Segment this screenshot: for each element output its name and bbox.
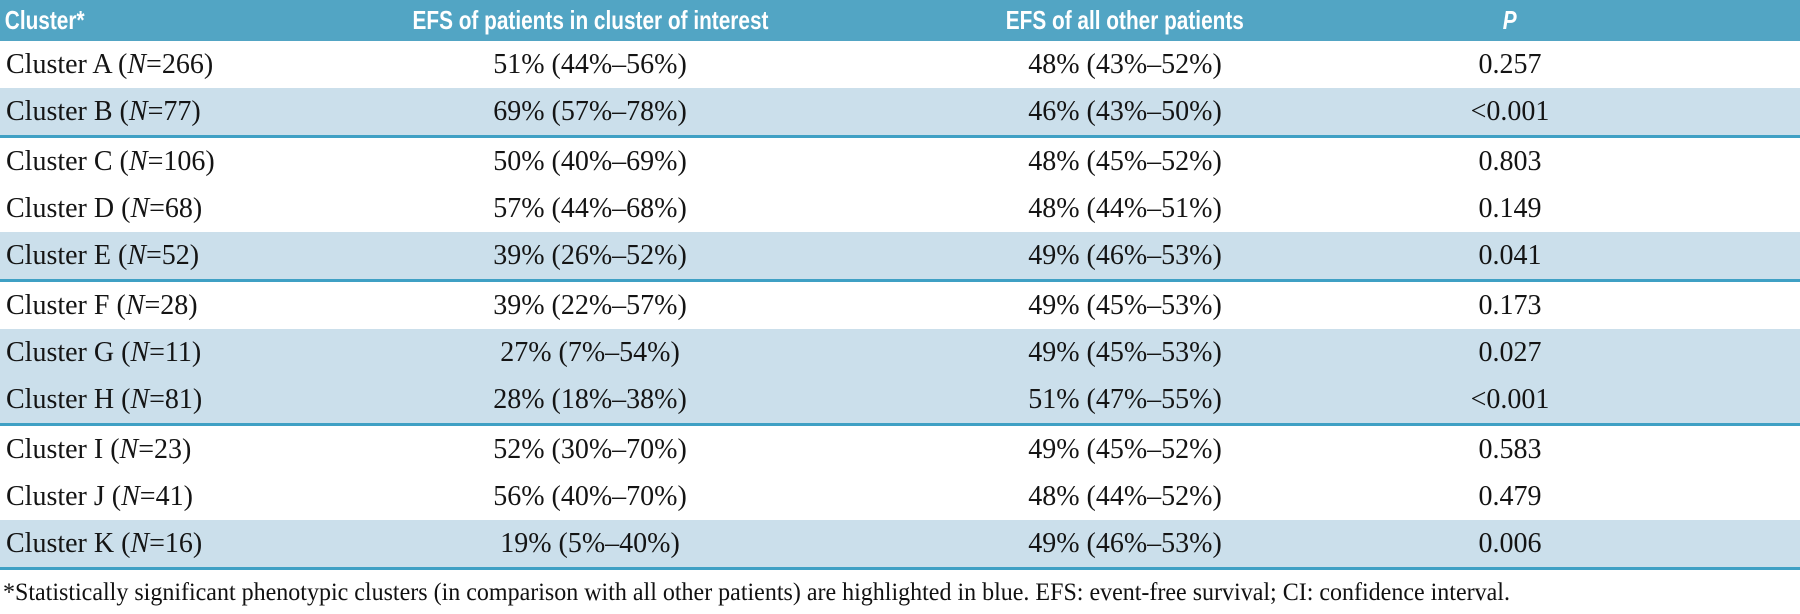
efs-cluster-cell: 57% (44%–68%) <box>330 185 850 232</box>
table-row: Cluster C (N=106) 50% (40%–69%) 48% (45%–5… <box>0 136 1800 185</box>
filler-cell <box>1620 376 1800 426</box>
filler-cell <box>1620 88 1800 138</box>
filler-cell <box>1620 520 1800 570</box>
cluster-label-cell: Cluster G (N=11) <box>0 329 330 376</box>
table-body: Cluster A (N=266) 51% (44%–56%) 48% (43%–5… <box>0 41 1800 570</box>
efs-other-cell: 51% (47%–55%) <box>850 376 1400 426</box>
efs-other-cell: 49% (46%–53%) <box>850 232 1400 282</box>
n-symbol: N <box>121 480 140 512</box>
cluster-label-cell: Cluster H (N=81) <box>0 376 330 426</box>
efs-cluster-cell: 50% (40%–69%) <box>330 136 850 185</box>
filler-cell <box>1620 185 1800 232</box>
p-value-cell: 0.583 <box>1400 424 1620 473</box>
cluster-label-cell: Cluster K (N=16) <box>0 520 330 570</box>
efs-other-cell: 49% (45%–53%) <box>850 280 1400 329</box>
table-header: Cluster* EFS of patients in cluster of i… <box>0 0 1800 41</box>
efs-cluster-cell: 39% (22%–57%) <box>330 280 850 329</box>
p-value-cell: 0.006 <box>1400 520 1620 570</box>
p-value-cell: 0.149 <box>1400 185 1620 232</box>
n-symbol: N <box>119 433 139 465</box>
table-row: Cluster B (N=77) 69% (57%–78%) 46% (43%–50… <box>0 88 1800 138</box>
header-row: Cluster* EFS of patients in cluster of i… <box>0 0 1800 41</box>
cluster-label-cell: Cluster D (N=68) <box>0 185 330 232</box>
efs-other-cell: 49% (45%–53%) <box>850 329 1400 376</box>
efs-cluster-table: Cluster* EFS of patients in cluster of i… <box>0 0 1800 570</box>
filler-cell <box>1620 136 1800 185</box>
cluster-label-cell: Cluster C (N=106) <box>0 136 330 185</box>
n-symbol: N <box>125 289 145 321</box>
filler-cell <box>1620 280 1800 329</box>
table-row: Cluster E (N=52) 39% (26%–52%) 49% (46%–53… <box>0 232 1800 282</box>
cluster-label-cell: Cluster A (N=266) <box>0 41 330 88</box>
column-header-filler <box>1620 0 1800 41</box>
table-row: Cluster I (N=23) 52% (30%–70%) 49% (45%–52… <box>0 424 1800 473</box>
table-row: Cluster J (N=41) 56% (40%–70%) 48% (44%–52… <box>0 473 1800 520</box>
column-header-efs-other-label: EFS of all other patients <box>1005 5 1245 35</box>
n-symbol: N <box>127 48 147 80</box>
cluster-label-cell: Cluster B (N=77) <box>0 88 330 138</box>
column-header-efs-cluster-label: EFS of patients in cluster of interest <box>412 5 768 35</box>
column-header-p-value-label: P <box>1503 5 1517 35</box>
n-symbol: N <box>130 192 150 224</box>
filler-cell <box>1620 232 1800 282</box>
table-footnote-text: *Statistically significant phenotypic cl… <box>3 579 1510 606</box>
efs-cluster-cell: 52% (30%–70%) <box>330 424 850 473</box>
table-row: Cluster F (N=28) 39% (22%–57%) 49% (45%–53… <box>0 280 1800 329</box>
efs-cluster-cell: 56% (40%–70%) <box>330 473 850 520</box>
n-symbol: N <box>130 336 150 368</box>
filler-cell <box>1620 41 1800 88</box>
cluster-label-cell: Cluster E (N=52) <box>0 232 330 282</box>
efs-cluster-cell: 51% (44%–56%) <box>330 41 850 88</box>
column-header-cluster-label: Cluster* <box>4 5 85 35</box>
column-header-p-value: P <box>1400 0 1620 41</box>
efs-other-cell: 48% (45%–52%) <box>850 136 1400 185</box>
efs-other-cell: 49% (45%–52%) <box>850 424 1400 473</box>
filler-cell <box>1620 473 1800 520</box>
efs-other-cell: 48% (44%–51%) <box>850 185 1400 232</box>
p-value-cell: 0.041 <box>1400 232 1620 282</box>
p-value-cell: 0.027 <box>1400 329 1620 376</box>
efs-cluster-cell: 39% (26%–52%) <box>330 232 850 282</box>
efs-other-cell: 46% (43%–50%) <box>850 88 1400 138</box>
p-value-cell: 0.173 <box>1400 280 1620 329</box>
efs-other-cell: 48% (43%–52%) <box>850 41 1400 88</box>
n-symbol: N <box>130 527 150 559</box>
cluster-label-cell: Cluster F (N=28) <box>0 280 330 329</box>
n-symbol: N <box>128 145 148 177</box>
table-row: Cluster K (N=16) 19% (5%–40%) 49% (46%–53%… <box>0 520 1800 570</box>
n-symbol: N <box>130 383 150 415</box>
p-value-cell: 0.479 <box>1400 473 1620 520</box>
table-row: Cluster G (N=11) 27% (7%–54%) 49% (45%–53%… <box>0 329 1800 376</box>
table-row: Cluster A (N=266) 51% (44%–56%) 48% (43%–5… <box>0 41 1800 88</box>
efs-other-cell: 49% (46%–53%) <box>850 520 1400 570</box>
efs-cluster-cell: 28% (18%–38%) <box>330 376 850 426</box>
column-header-efs-other: EFS of all other patients <box>850 0 1400 41</box>
table-row: Cluster H (N=81) 28% (18%–38%) 51% (47%–55… <box>0 376 1800 426</box>
column-header-efs-cluster: EFS of patients in cluster of interest <box>330 0 850 41</box>
table-footnote: *Statistically significant phenotypic cl… <box>0 570 1800 607</box>
cluster-label-cell: Cluster J (N=41) <box>0 473 330 520</box>
n-symbol: N <box>128 95 148 127</box>
p-value-cell: 0.257 <box>1400 41 1620 88</box>
n-symbol: N <box>127 239 146 271</box>
column-header-cluster: Cluster* <box>0 0 330 41</box>
table-row: Cluster D (N=68) 57% (44%–68%) 48% (44%–51… <box>0 185 1800 232</box>
p-value-cell: <0.001 <box>1400 88 1620 138</box>
efs-other-cell: 48% (44%–52%) <box>850 473 1400 520</box>
filler-cell <box>1620 424 1800 473</box>
cluster-label-cell: Cluster I (N=23) <box>0 424 330 473</box>
filler-cell <box>1620 329 1800 376</box>
efs-cluster-cell: 69% (57%–78%) <box>330 88 850 138</box>
p-value-cell: 0.803 <box>1400 136 1620 185</box>
efs-cluster-cell: 27% (7%–54%) <box>330 329 850 376</box>
p-value-cell: <0.001 <box>1400 376 1620 426</box>
efs-cluster-cell: 19% (5%–40%) <box>330 520 850 570</box>
